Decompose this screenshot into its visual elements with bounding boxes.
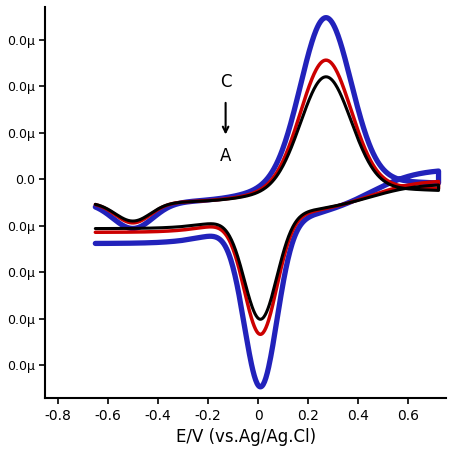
Text: C: C [220,73,231,91]
Text: A: A [220,147,231,164]
X-axis label: E/V (vs.Ag/Ag.Cl): E/V (vs.Ag/Ag.Cl) [176,428,316,446]
